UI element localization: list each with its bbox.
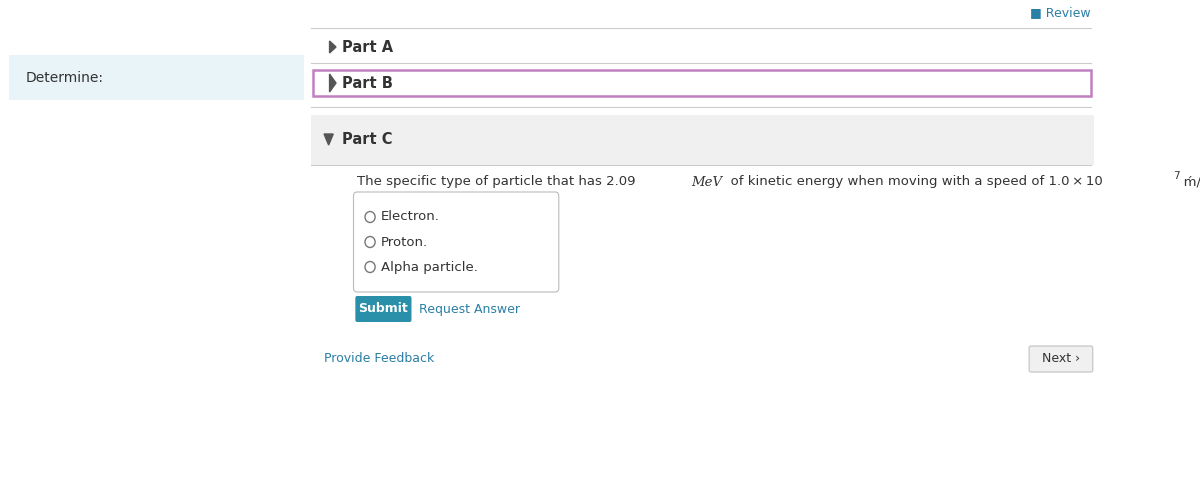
Text: Electron.: Electron. xyxy=(382,211,440,224)
Text: 7: 7 xyxy=(1174,171,1180,181)
Text: The specific type of particle that has 2.09: The specific type of particle that has 2… xyxy=(358,176,638,189)
Text: Next ›: Next › xyxy=(1042,352,1080,365)
Text: Provide Feedback: Provide Feedback xyxy=(324,351,434,364)
Text: MeV: MeV xyxy=(691,176,722,189)
Circle shape xyxy=(365,262,376,273)
Text: of kinetic energy when moving with a speed of 1.0 × 10: of kinetic energy when moving with a spe… xyxy=(728,176,1103,189)
Circle shape xyxy=(365,212,376,223)
Text: Part C: Part C xyxy=(342,132,392,147)
Text: Part B: Part B xyxy=(342,75,394,91)
Circle shape xyxy=(365,237,376,248)
Text: Part A: Part A xyxy=(342,39,394,55)
Text: Request Answer: Request Answer xyxy=(419,302,520,315)
Text: Determine:: Determine: xyxy=(25,71,103,84)
Text: ḿ/s.: ḿ/s. xyxy=(1181,176,1200,189)
FancyBboxPatch shape xyxy=(354,192,559,292)
Polygon shape xyxy=(324,134,334,145)
Text: Alpha particle.: Alpha particle. xyxy=(382,261,478,274)
FancyBboxPatch shape xyxy=(311,115,1093,165)
Polygon shape xyxy=(330,74,336,92)
FancyBboxPatch shape xyxy=(355,296,412,322)
FancyBboxPatch shape xyxy=(1030,346,1093,372)
Text: Submit: Submit xyxy=(359,302,408,315)
FancyBboxPatch shape xyxy=(10,55,304,100)
Polygon shape xyxy=(330,41,336,53)
FancyBboxPatch shape xyxy=(313,70,1091,96)
Text: ■ Review: ■ Review xyxy=(1031,6,1091,19)
Text: Proton.: Proton. xyxy=(382,236,428,249)
